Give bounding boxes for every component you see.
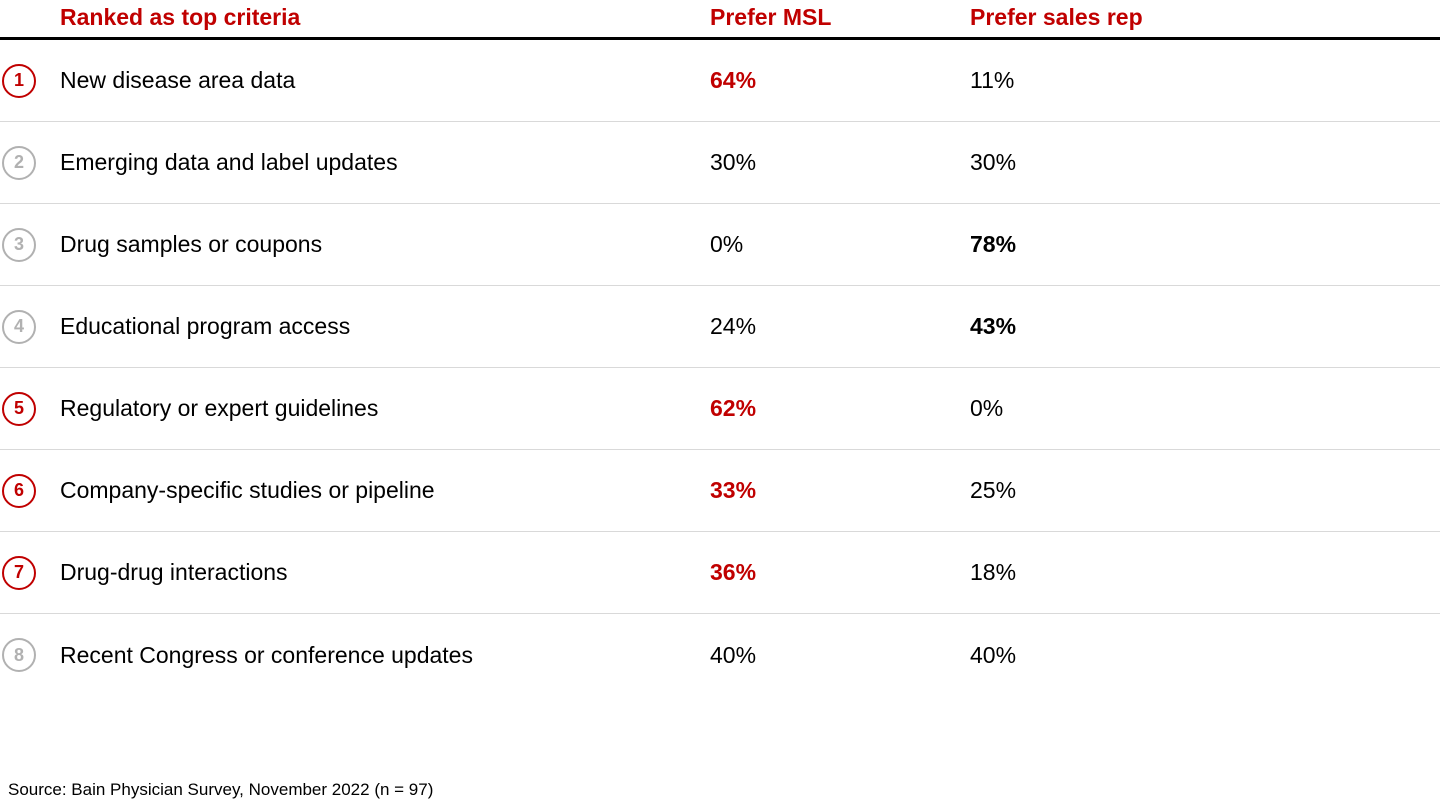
prefer-sales-rep-value: 78%: [970, 231, 1017, 257]
rank-badge: 3: [2, 227, 36, 262]
rank-badge: 4: [2, 309, 36, 344]
prefer-sales-rep-value: 0%: [970, 395, 1004, 421]
rank-number: 1: [13, 70, 24, 90]
prefer-msl-value: 30%: [710, 149, 757, 175]
prefer-msl-value: 64%: [710, 67, 757, 93]
rank-number: 4: [13, 316, 24, 336]
prefer-sales-rep-value: 11%: [970, 67, 1015, 93]
rank-number: 7: [13, 562, 24, 582]
prefer-sales-rep-value: 30%: [970, 149, 1017, 175]
criteria-label: Drug samples or coupons: [60, 231, 323, 257]
rank-badge: 8: [2, 638, 36, 672]
prefer-sales-rep-value: 43%: [970, 313, 1017, 339]
header-prefer-msl: Prefer MSL: [710, 4, 832, 30]
criteria-label: Drug-drug interactions: [60, 559, 288, 585]
prefer-msl-value: 36%: [710, 559, 757, 585]
prefer-msl-value: 0%: [710, 231, 744, 257]
table-row: 4 Educational program access 24% 43%: [0, 286, 1440, 368]
criteria-cell: 8 Recent Congress or conference updates: [0, 638, 710, 672]
rank-number: 6: [13, 480, 24, 500]
prefer-sales-rep-value: 40%: [970, 641, 1017, 668]
criteria-cell: 5 Regulatory or expert guidelines: [0, 391, 710, 426]
rank-badge: 6: [2, 473, 36, 508]
table-row: 7 Drug-drug interactions 36% 18%: [0, 532, 1440, 614]
criteria-cell: 2 Emerging data and label updates: [0, 145, 710, 180]
rank-number: 3: [13, 234, 24, 254]
prefer-msl-value: 24%: [710, 313, 757, 339]
criteria-label: Company-specific studies or pipeline: [60, 477, 435, 503]
criteria-label: Regulatory or expert guidelines: [60, 395, 379, 421]
criteria-cell: 3 Drug samples or coupons: [0, 227, 710, 262]
header-prefer-sales-rep: Prefer sales rep: [970, 4, 1143, 30]
prefer-msl-value: 40%: [710, 641, 757, 668]
criteria-label: Recent Congress or conference updates: [60, 641, 473, 668]
prefer-sales-rep-value: 18%: [970, 559, 1017, 585]
table-row: 3 Drug samples or coupons 0% 78%: [0, 204, 1440, 286]
prefer-sales-rep-value: 25%: [970, 477, 1017, 503]
table-header: Ranked as top criteria Prefer MSL Prefer…: [0, 0, 1440, 40]
rank-number: 8: [13, 644, 24, 665]
criteria-cell: 7 Drug-drug interactions: [0, 555, 710, 590]
rank-number: 5: [13, 398, 24, 418]
header-criteria: Ranked as top criteria: [60, 4, 301, 30]
table-row: 8 Recent Congress or conference updates …: [0, 614, 1440, 696]
criteria-label: Educational program access: [60, 313, 351, 339]
criteria-cell: 1 New disease area data: [0, 63, 710, 98]
table-row: 6 Company-specific studies or pipeline 3…: [0, 450, 1440, 532]
table-body: 1 New disease area data 64% 11% 2 Emergi…: [0, 40, 1440, 696]
criteria-label: New disease area data: [60, 67, 296, 93]
rank-badge: 2: [2, 145, 36, 180]
table-row: 1 New disease area data 64% 11%: [0, 40, 1440, 122]
rank-number: 2: [13, 152, 24, 172]
prefer-msl-value: 33%: [710, 477, 757, 503]
rank-badge: 1: [2, 63, 36, 98]
source-note: Source: Bain Physician Survey, November …: [8, 780, 434, 799]
prefer-msl-value: 62%: [710, 395, 757, 421]
criteria-label: Emerging data and label updates: [60, 149, 398, 175]
criteria-cell: 6 Company-specific studies or pipeline: [0, 473, 710, 508]
table-row: 5 Regulatory or expert guidelines 62% 0%: [0, 368, 1440, 450]
table-row: 2 Emerging data and label updates 30% 30…: [0, 122, 1440, 204]
rank-badge: 7: [2, 555, 36, 590]
criteria-cell: 4 Educational program access: [0, 309, 710, 344]
rank-badge: 5: [2, 391, 36, 426]
